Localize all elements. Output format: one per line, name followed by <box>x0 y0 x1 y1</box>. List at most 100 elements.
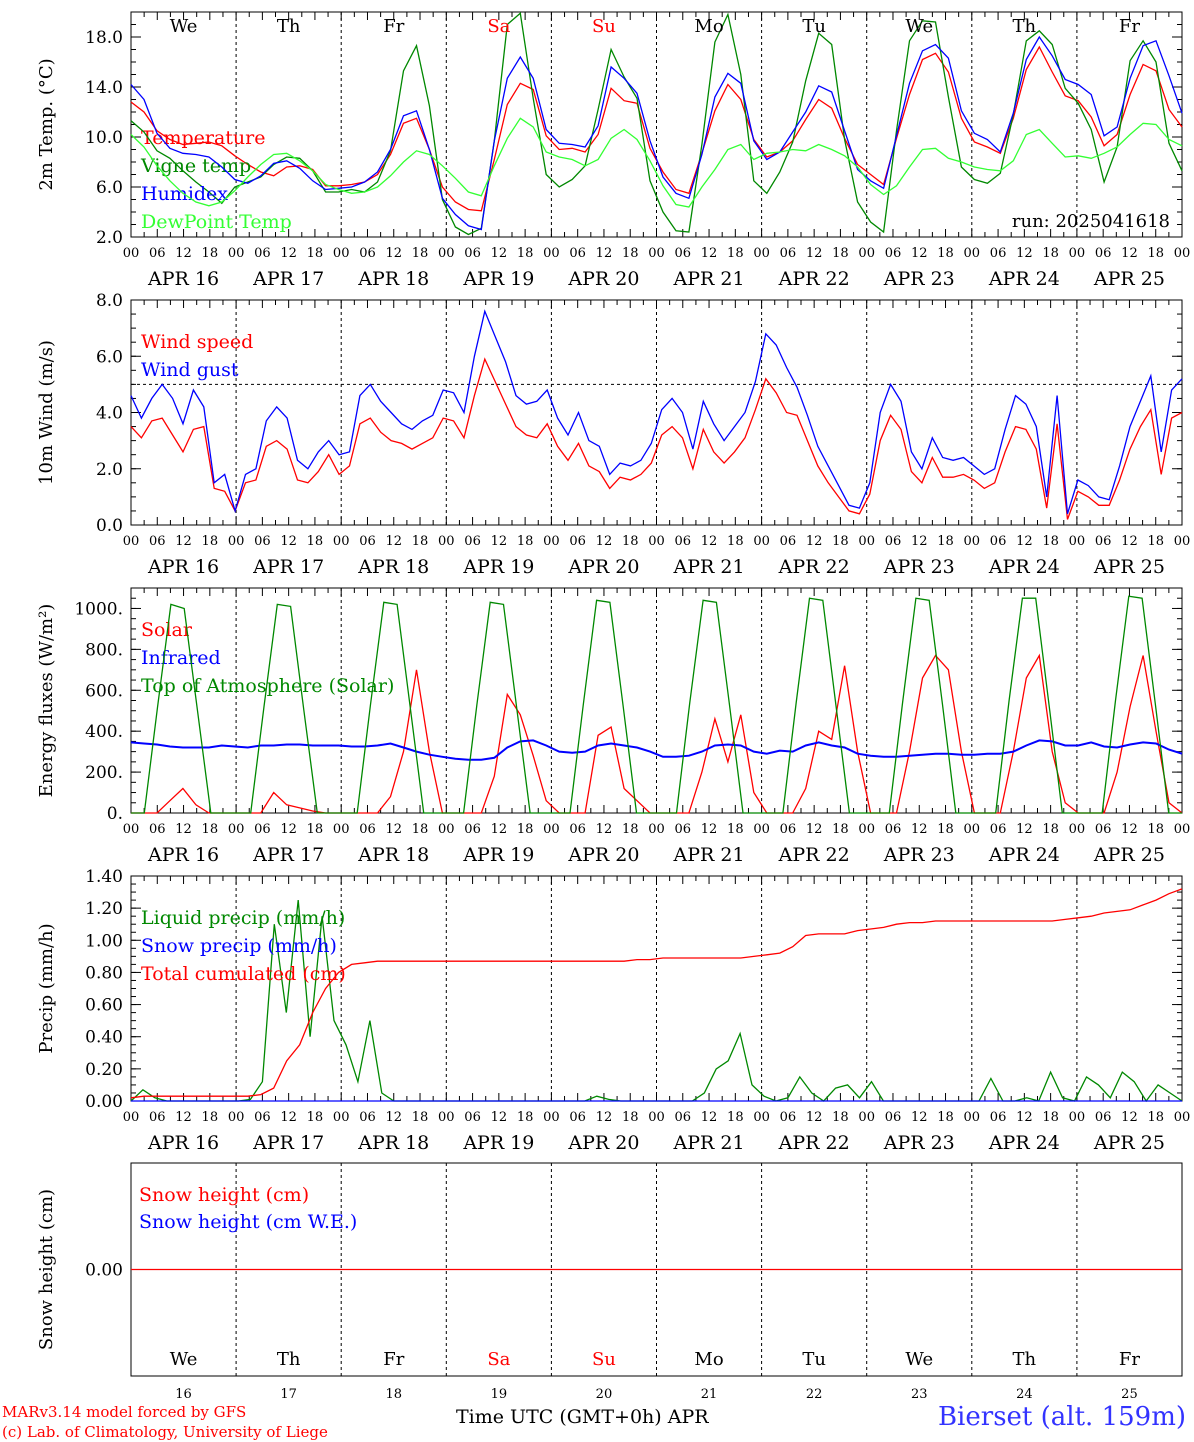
panel-2: 0.0 2.0 4.0 6.0 8.0 10m Wind (m/s) Wind speed W… <box>36 291 1190 578</box>
day-of-week-label: Th <box>277 1349 301 1370</box>
day-of-week-label: Fr <box>1119 16 1140 37</box>
day-of-week-label: Fr <box>1119 1349 1140 1370</box>
hour-tick-label: 18 <box>1042 534 1059 549</box>
hour-tick-label: 00 <box>543 534 560 549</box>
date-label: APR 20 <box>567 268 639 290</box>
hour-tick-label: 06 <box>1095 1110 1112 1125</box>
y-tick-label: 18.0 <box>85 28 123 48</box>
hour-tick-label: 18 <box>517 534 534 549</box>
hour-tick-label: 06 <box>990 246 1007 261</box>
series-line <box>130 357 1183 520</box>
day-number-label: 25 <box>1121 1387 1138 1402</box>
y-tick-label: 0.0 <box>96 516 123 536</box>
date-label: APR 22 <box>778 268 850 290</box>
panel-5: 0.00 Snow height (cm) Snow height (cm) Snow… <box>36 1162 1183 1402</box>
day-number-label: 21 <box>701 1387 718 1402</box>
hour-tick-label: 00 <box>753 1110 770 1125</box>
day-number-label: 24 <box>1016 1387 1033 1402</box>
hour-tick-label: 06 <box>780 246 797 261</box>
panel-4: 0.00 0.20 0.40 0.60 0.80 1.00 1.20 1.40 Precip (… <box>36 867 1190 1154</box>
hour-tick-label: 18 <box>832 1110 849 1125</box>
hour-tick-label: 00 <box>228 534 245 549</box>
date-label: APR 22 <box>778 556 850 578</box>
panel-frame <box>130 11 1183 238</box>
hour-tick-label: 00 <box>123 246 140 261</box>
hour-tick-label: 00 <box>543 1110 560 1125</box>
hour-tick-label: 06 <box>780 534 797 549</box>
date-label: APR 16 <box>147 1132 219 1154</box>
legend-entry: Liquid precip (mm/h) <box>141 907 345 929</box>
date-label: APR 17 <box>252 1132 324 1154</box>
hour-tick-label: 12 <box>385 1110 402 1125</box>
hour-tick-label: 06 <box>1095 822 1112 837</box>
hour-tick-label: 06 <box>464 822 481 837</box>
x-axis-title-text: Time UTC (GMT+0h) <box>456 1406 662 1428</box>
legend-entry: Total cumulated (cm) <box>141 963 346 985</box>
station-name: Bierset (alt. 159m) <box>937 1402 1186 1432</box>
hour-tick-label: 06 <box>885 1110 902 1125</box>
date-label: APR 18 <box>357 556 429 578</box>
y-tick-label: 0.00 <box>85 1092 123 1112</box>
hour-tick-label: 00 <box>648 822 665 837</box>
date-label: APR 24 <box>988 268 1060 290</box>
hour-tick-label: 06 <box>569 534 586 549</box>
hour-tick-label: 12 <box>1121 1110 1138 1125</box>
hour-tick-label: 06 <box>254 534 271 549</box>
hour-tick-label: 06 <box>990 1110 1007 1125</box>
hour-tick-label: 00 <box>1069 1110 1086 1125</box>
hour-tick-label: 12 <box>806 1110 823 1125</box>
hour-tick-label: 18 <box>937 246 954 261</box>
series-line <box>130 739 1183 761</box>
date-label: APR 21 <box>673 844 745 866</box>
y-tick-label: 1.40 <box>85 867 123 887</box>
legend-entry: Wind gust <box>141 359 239 381</box>
hour-tick-label: 00 <box>964 534 981 549</box>
day-of-week-label: Fr <box>383 1349 404 1370</box>
hour-tick-label: 18 <box>622 822 639 837</box>
date-label: APR 16 <box>147 844 219 866</box>
hour-tick-label: 12 <box>911 534 928 549</box>
hour-tick-label: 00 <box>964 1110 981 1125</box>
y-axis-label: Precip (mm/h) <box>36 923 57 1053</box>
hour-tick-label: 00 <box>333 246 350 261</box>
hour-tick-label: 18 <box>622 534 639 549</box>
hour-tick-label: 06 <box>885 822 902 837</box>
hour-tick-label: 18 <box>727 822 744 837</box>
hour-tick-label: 12 <box>1121 246 1138 261</box>
hour-tick-label: 00 <box>753 246 770 261</box>
date-label: APR 19 <box>462 1132 534 1154</box>
series-line <box>130 888 1183 1099</box>
hour-tick-label: 12 <box>701 246 718 261</box>
hour-tick-label: 12 <box>280 534 297 549</box>
hour-tick-label: 12 <box>911 1110 928 1125</box>
day-of-week-label: Su <box>592 1349 616 1370</box>
y-tick-label: 0. <box>107 804 123 824</box>
y-tick-label: 0.80 <box>85 963 123 983</box>
hour-tick-label: 18 <box>1147 822 1164 837</box>
legend-entry: Snow precip (mm/h) <box>141 935 337 957</box>
date-label: APR 19 <box>462 844 534 866</box>
series-line <box>130 309 1183 514</box>
hour-tick-label: 12 <box>385 822 402 837</box>
date-label: APR 24 <box>988 556 1060 578</box>
hour-tick-label: 00 <box>438 246 455 261</box>
hour-tick-label: 00 <box>1069 534 1086 549</box>
y-tick-label: 400. <box>85 722 123 742</box>
y-tick-label: 2.0 <box>96 460 123 480</box>
hour-tick-label: 18 <box>307 822 324 837</box>
y-tick-label: 1.00 <box>85 931 123 951</box>
hour-tick-label: 18 <box>1147 534 1164 549</box>
panel-3: 0. 200. 400. 600. 800. 1000. Energy fluxes (W/… <box>36 587 1190 866</box>
hour-tick-label: 06 <box>780 1110 797 1125</box>
hour-tick-label: 00 <box>753 534 770 549</box>
hour-tick-label: 18 <box>1042 822 1059 837</box>
hour-tick-label: 12 <box>596 822 613 837</box>
date-label: APR 23 <box>883 844 955 866</box>
y-tick-label: 6.0 <box>96 178 123 198</box>
date-label: APR 16 <box>147 556 219 578</box>
hour-tick-label: 12 <box>1121 822 1138 837</box>
hour-tick-label: 06 <box>464 1110 481 1125</box>
hour-tick-label: 18 <box>1147 246 1164 261</box>
hour-tick-label: 18 <box>202 822 219 837</box>
